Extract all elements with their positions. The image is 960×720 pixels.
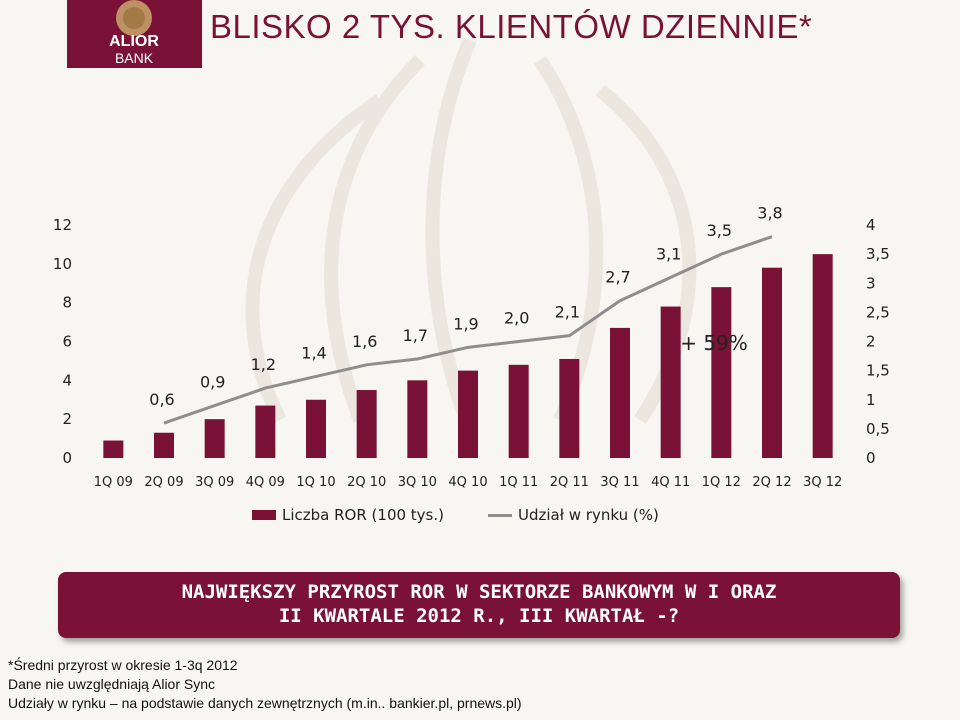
footnotes: *Średni przyrost w okresie 1-3q 2012 Dan…	[8, 656, 522, 713]
right-axis-tick-label: 3	[866, 274, 876, 292]
x-axis-tick-label: 3Q 11	[600, 475, 639, 490]
data-label: 1,7	[403, 326, 428, 345]
legend-line-label: Udział w rynku (%)	[518, 506, 659, 524]
bar	[458, 370, 478, 458]
legend-bar-swatch	[252, 510, 276, 520]
x-axis-tick-label: 3Q 09	[195, 475, 234, 490]
bar	[610, 327, 630, 458]
right-axis-tick-label: 2	[866, 333, 876, 351]
data-label: 3,5	[707, 221, 732, 240]
x-axis-tick-label: 2Q 11	[550, 475, 589, 490]
bar	[306, 399, 326, 458]
bar	[204, 419, 225, 458]
x-axis-tick-label: 2Q 10	[347, 475, 386, 490]
bar	[762, 267, 782, 458]
banner-line-1: NAJWIĘKSZY PRZYROST ROR W SEKTORZE BANKO…	[181, 581, 777, 603]
right-axis-tick-label: 0	[866, 449, 876, 467]
data-label: 2,1	[555, 303, 580, 322]
x-axis-tick-label: 4Q 09	[246, 475, 285, 490]
page-title: BLISKO 2 TYS. KLIENTÓW DZIENNIE*	[210, 8, 813, 45]
footnote-2: Dane nie uwzględniają Alior Sync	[8, 676, 216, 692]
right-axis-tick-label: 1	[866, 391, 876, 409]
bar	[103, 440, 124, 458]
right-axis-tick-label: 2,5	[866, 303, 890, 321]
x-axis-tick-label: 4Q 10	[448, 475, 487, 490]
bar	[711, 287, 732, 458]
left-axis-tick-label: 8	[62, 294, 72, 312]
bar	[356, 390, 377, 458]
logo-text-alior: ALIOR	[109, 33, 159, 50]
footnote-3: Udziały w rynku – na podstawie danych ze…	[8, 695, 522, 711]
right-axis-tick-label: 4	[866, 216, 876, 234]
left-axis-tick-label: 10	[53, 255, 72, 273]
left-axis-tick-label: 6	[62, 333, 72, 351]
banner-line-2: II KWARTALE 2012 R., III KWARTAŁ -?	[278, 605, 680, 627]
bar	[812, 254, 833, 458]
legend-bar-label: Liczba ROR (100 tys.)	[282, 506, 444, 524]
x-axis-tick-label: 3Q 12	[803, 475, 842, 490]
footnote-1: *Średni przyrost w okresie 1-3q 2012	[8, 657, 238, 673]
legend-line-swatch	[488, 513, 512, 517]
growth-annotation: + 59%	[680, 331, 748, 355]
headline-banner: NAJWIĘKSZY PRZYROST ROR W SEKTORZE BANKO…	[58, 572, 900, 638]
x-axis-tick-label: 3Q 10	[398, 475, 437, 490]
data-label: 2,7	[605, 268, 630, 287]
left-axis-tick-label: 0	[62, 449, 72, 467]
data-label: 3,1	[656, 244, 681, 263]
bar	[508, 364, 529, 458]
chart-legend: Liczba ROR (100 tys.) Udział w rynku (%)	[252, 505, 659, 525]
data-label: 1,4	[301, 343, 326, 362]
right-axis-tick-label: 0,5	[866, 420, 890, 438]
alior-bank-logo: ALIOR BANK	[67, 0, 202, 68]
left-axis-tick-label: 2	[62, 410, 72, 428]
data-label: 1,9	[453, 314, 478, 333]
data-label: 0,9	[200, 373, 225, 392]
right-axis-tick-label: 3,5	[866, 245, 890, 263]
data-label: 3,8	[757, 204, 782, 223]
x-axis-tick-label: 4Q 11	[651, 475, 690, 490]
x-axis-tick-label: 2Q 12	[752, 475, 791, 490]
data-label: 2,0	[504, 309, 529, 328]
chart: 0 2 4 6 8 10 12 0 0,5 1 1,5 2 2,5 3 3,5 4 0,6 0,9 1,2 1,4…	[53, 204, 890, 490]
x-axis-tick-label: 2Q 09	[144, 475, 183, 490]
bar	[255, 405, 276, 458]
x-axis-tick-label: 1Q 11	[499, 475, 538, 490]
bar	[407, 380, 428, 458]
bar	[154, 432, 174, 458]
x-axis-tick-label: 1Q 10	[296, 475, 335, 490]
data-label: 0,6	[149, 390, 174, 409]
data-label: 1,6	[352, 332, 377, 351]
bar	[559, 358, 580, 458]
market-share-line	[163, 235, 773, 425]
left-axis-tick-label: 12	[53, 216, 72, 234]
bar	[660, 306, 681, 458]
left-axis-tick-label: 4	[62, 371, 72, 389]
data-label: 1,2	[251, 355, 276, 374]
logo-text-bank: BANK	[115, 50, 154, 66]
x-axis-tick-label: 1Q 12	[702, 475, 741, 490]
right-axis-tick-label: 1,5	[866, 362, 890, 380]
x-axis-tick-label: 1Q 09	[94, 475, 133, 490]
